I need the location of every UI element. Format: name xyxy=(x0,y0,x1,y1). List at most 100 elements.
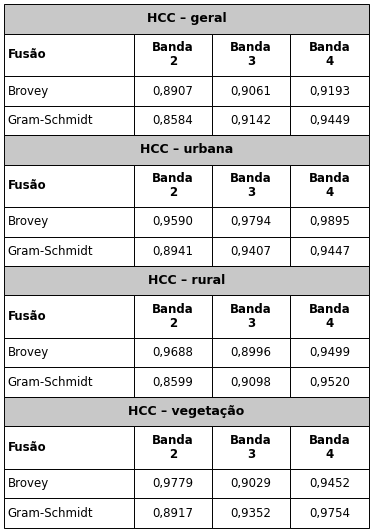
Text: Brovey: Brovey xyxy=(7,477,49,490)
Bar xyxy=(134,368,212,397)
Bar xyxy=(4,164,134,207)
Text: 0,9193: 0,9193 xyxy=(309,85,350,97)
Text: 0,9352: 0,9352 xyxy=(231,506,272,520)
Text: Banda
4: Banda 4 xyxy=(308,172,350,200)
Text: Gram-Schmidt: Gram-Schmidt xyxy=(7,506,93,520)
Bar xyxy=(4,207,134,237)
Text: Brovey: Brovey xyxy=(7,346,49,359)
Text: 0,9061: 0,9061 xyxy=(231,85,272,97)
Text: HCC – geral: HCC – geral xyxy=(147,12,226,26)
Text: Banda
3: Banda 3 xyxy=(230,303,272,330)
Text: HCC – vegetação: HCC – vegetação xyxy=(128,405,245,418)
Text: 0,9407: 0,9407 xyxy=(231,245,272,258)
Bar xyxy=(4,426,134,469)
Bar xyxy=(4,135,369,164)
Bar xyxy=(212,469,290,498)
Bar xyxy=(212,76,290,106)
Text: Banda
3: Banda 3 xyxy=(230,41,272,69)
Bar xyxy=(290,426,369,469)
Text: 0,9754: 0,9754 xyxy=(309,506,350,520)
Text: Fusão: Fusão xyxy=(7,179,46,193)
Text: HCC – rural: HCC – rural xyxy=(148,274,225,287)
Text: Banda
4: Banda 4 xyxy=(308,434,350,461)
Bar xyxy=(212,207,290,237)
Bar xyxy=(134,338,212,368)
Bar xyxy=(212,34,290,76)
Bar xyxy=(290,164,369,207)
Text: 0,8996: 0,8996 xyxy=(231,346,272,359)
Bar xyxy=(290,469,369,498)
Bar xyxy=(134,426,212,469)
Bar xyxy=(134,164,212,207)
Text: 0,9098: 0,9098 xyxy=(231,376,272,389)
Text: 0,9590: 0,9590 xyxy=(153,215,193,228)
Text: Fusão: Fusão xyxy=(7,441,46,454)
Bar xyxy=(4,295,134,338)
Text: 0,9142: 0,9142 xyxy=(231,114,272,127)
Text: 0,9452: 0,9452 xyxy=(309,477,350,490)
Bar xyxy=(290,295,369,338)
Bar xyxy=(290,207,369,237)
Text: 0,9779: 0,9779 xyxy=(152,477,194,490)
Bar xyxy=(134,34,212,76)
Text: Banda
2: Banda 2 xyxy=(152,172,194,200)
Text: 0,9794: 0,9794 xyxy=(231,215,272,228)
Bar xyxy=(290,106,369,135)
Bar xyxy=(134,106,212,135)
Bar xyxy=(4,76,134,106)
Bar xyxy=(4,266,369,295)
Text: 0,9688: 0,9688 xyxy=(153,346,193,359)
Text: Gram-Schmidt: Gram-Schmidt xyxy=(7,114,93,127)
Bar xyxy=(4,34,134,76)
Bar xyxy=(212,338,290,368)
Bar xyxy=(4,338,134,368)
Bar xyxy=(290,76,369,106)
Text: Banda
4: Banda 4 xyxy=(308,41,350,69)
Text: Gram-Schmidt: Gram-Schmidt xyxy=(7,376,93,389)
Bar xyxy=(4,469,134,498)
Text: Banda
2: Banda 2 xyxy=(152,41,194,69)
Text: 0,8917: 0,8917 xyxy=(152,506,193,520)
Text: Banda
3: Banda 3 xyxy=(230,172,272,200)
Bar xyxy=(134,469,212,498)
Bar xyxy=(212,498,290,528)
Text: Fusão: Fusão xyxy=(7,48,46,62)
Bar xyxy=(134,76,212,106)
Bar xyxy=(290,498,369,528)
Text: 0,8599: 0,8599 xyxy=(153,376,193,389)
Text: 0,9499: 0,9499 xyxy=(309,346,350,359)
Bar xyxy=(290,237,369,266)
Bar xyxy=(134,207,212,237)
Bar xyxy=(4,4,369,34)
Bar xyxy=(134,498,212,528)
Bar xyxy=(212,237,290,266)
Text: 0,8584: 0,8584 xyxy=(153,114,193,127)
Bar xyxy=(4,106,134,135)
Bar xyxy=(134,295,212,338)
Text: Brovey: Brovey xyxy=(7,215,49,228)
Bar xyxy=(4,397,369,426)
Bar xyxy=(4,498,134,528)
Bar xyxy=(134,237,212,266)
Bar xyxy=(212,106,290,135)
Bar xyxy=(290,368,369,397)
Bar xyxy=(212,164,290,207)
Text: Banda
4: Banda 4 xyxy=(308,303,350,330)
Text: 0,9449: 0,9449 xyxy=(309,114,350,127)
Text: HCC – urbana: HCC – urbana xyxy=(140,143,233,156)
Text: Gram-Schmidt: Gram-Schmidt xyxy=(7,245,93,258)
Text: 0,9520: 0,9520 xyxy=(309,376,350,389)
Bar xyxy=(290,338,369,368)
Text: Banda
3: Banda 3 xyxy=(230,434,272,461)
Bar xyxy=(4,368,134,397)
Text: 0,9447: 0,9447 xyxy=(309,245,350,258)
Text: Banda
2: Banda 2 xyxy=(152,303,194,330)
Text: 0,8941: 0,8941 xyxy=(152,245,193,258)
Text: 0,9029: 0,9029 xyxy=(231,477,272,490)
Bar xyxy=(212,295,290,338)
Text: Fusão: Fusão xyxy=(7,310,46,323)
Bar xyxy=(212,368,290,397)
Text: 0,9895: 0,9895 xyxy=(309,215,350,228)
Bar xyxy=(290,34,369,76)
Bar xyxy=(4,237,134,266)
